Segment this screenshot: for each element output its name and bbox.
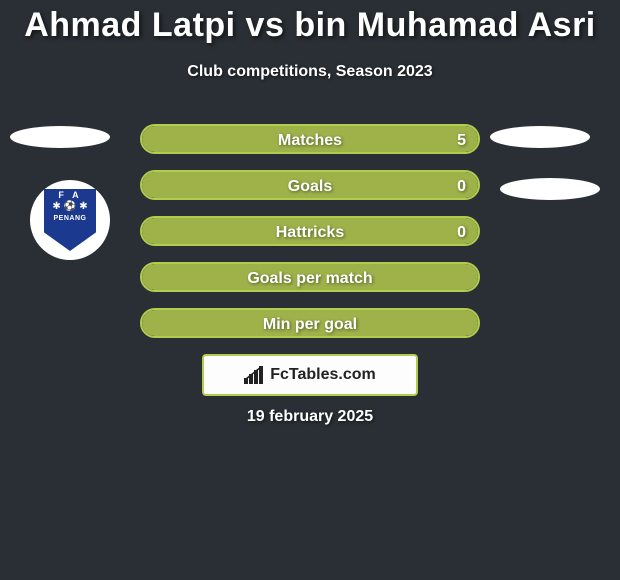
stat-bar-label: Hattricks xyxy=(142,218,478,246)
stat-bar-label: Min per goal xyxy=(142,310,478,338)
player-right-club-placeholder xyxy=(500,178,600,200)
stat-bar-right-value: 5 xyxy=(457,126,466,154)
stat-bar-label: Matches xyxy=(142,126,478,154)
snapshot-date: 19 february 2025 xyxy=(0,408,620,426)
crest-icon: ✱ xyxy=(79,202,87,212)
comparison-subtitle: Club competitions, Season 2023 xyxy=(0,63,620,81)
stat-bar: Hattricks0 xyxy=(140,216,480,246)
stat-bar: Matches5 xyxy=(140,124,480,154)
source-badge: FcTables.com xyxy=(202,354,418,396)
crest-club-name: PENANG xyxy=(54,215,87,222)
stat-bar-right-value: 0 xyxy=(457,172,466,200)
crest-icon: ✱ xyxy=(52,202,60,212)
player-left-placeholder xyxy=(10,126,110,148)
player-right-placeholder xyxy=(490,126,590,148)
stat-bar-right-value: 0 xyxy=(457,218,466,246)
stat-bar: Min per goal xyxy=(140,308,480,338)
stat-bar-label: Goals per match xyxy=(142,264,478,292)
stat-bar: Goals0 xyxy=(140,170,480,200)
club-crest: F A ✱ ⚽ ✱ PENANG xyxy=(44,189,96,251)
stat-bars: Matches5Goals0Hattricks0Goals per matchM… xyxy=(140,124,480,354)
player-left-club-badge: F A ✱ ⚽ ✱ PENANG xyxy=(30,180,110,260)
stat-bar: Goals per match xyxy=(140,262,480,292)
crest-icon: ⚽ xyxy=(64,202,76,212)
fctables-chart-icon xyxy=(244,366,266,384)
comparison-title: Ahmad Latpi vs bin Muhamad Asri xyxy=(0,0,620,45)
crest-initials: F A xyxy=(58,191,81,200)
source-badge-text: FcTables.com xyxy=(270,366,376,384)
stat-bar-label: Goals xyxy=(142,172,478,200)
